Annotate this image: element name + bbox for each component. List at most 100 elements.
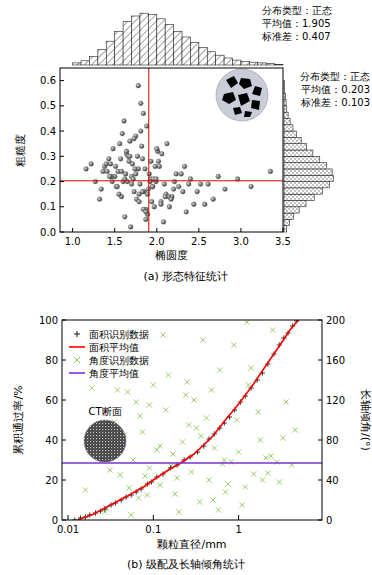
mean-line — [60, 180, 283, 181]
stats-text: 平均值：1.905 — [262, 18, 331, 29]
point — [191, 397, 196, 402]
point — [182, 164, 187, 169]
line — [78, 320, 298, 520]
legend-label: 角度平均值 — [89, 368, 139, 379]
axis-label: 颗粒直径/mm — [157, 538, 226, 551]
point — [240, 502, 245, 507]
hist-bar — [284, 118, 290, 124]
point — [124, 149, 129, 154]
tick-label: 3.0 — [233, 236, 249, 247]
point — [163, 194, 168, 199]
point — [206, 182, 211, 187]
point — [136, 495, 141, 500]
hist-bar — [266, 64, 274, 65]
hist-bar — [174, 31, 182, 65]
point — [145, 492, 150, 497]
hist-bar — [123, 22, 131, 65]
point — [151, 382, 156, 387]
hist-bar — [284, 150, 313, 156]
hist-bar — [284, 137, 301, 143]
hist-bar — [148, 15, 156, 65]
point — [204, 415, 209, 420]
point — [183, 392, 188, 397]
tick-label: 0.1 — [145, 524, 161, 535]
point — [154, 447, 159, 452]
tick-label: 100 — [39, 315, 58, 326]
tick-label: 200 — [326, 315, 345, 326]
tick-label: 1.0 — [65, 236, 81, 247]
point — [138, 101, 143, 106]
tick — [62, 320, 66, 321]
inset-label: CT断面 — [88, 406, 121, 417]
point — [212, 445, 217, 450]
point — [89, 385, 94, 390]
x-histogram — [73, 13, 283, 65]
hist-bar — [284, 100, 286, 106]
hist-bar — [284, 81, 286, 87]
particle — [244, 111, 252, 117]
point — [222, 457, 227, 462]
hist-bar — [284, 207, 299, 213]
particle — [238, 93, 250, 106]
point — [246, 382, 251, 387]
point — [120, 131, 125, 136]
legend: 面积识别数据面积平均值角度识别数据角度平均值 — [69, 329, 149, 379]
point — [147, 465, 152, 470]
point — [127, 154, 132, 159]
point — [176, 184, 181, 189]
hist-bar — [284, 125, 293, 131]
point — [223, 489, 228, 494]
point — [140, 189, 145, 194]
particle — [226, 76, 238, 88]
hist-bar — [284, 156, 320, 162]
hist-bar — [216, 55, 224, 65]
point — [268, 169, 273, 174]
tick — [283, 228, 284, 232]
hist-bar — [284, 213, 294, 219]
point — [197, 499, 202, 504]
tick-label: 0.6 — [40, 75, 56, 86]
point — [125, 389, 130, 394]
mean-line — [148, 68, 149, 232]
scatter-points — [60, 68, 283, 232]
point — [83, 487, 88, 492]
point — [153, 164, 158, 169]
point — [236, 449, 241, 454]
point — [115, 184, 120, 189]
point — [127, 139, 132, 144]
point — [99, 187, 104, 192]
point — [216, 507, 221, 512]
hist-bar — [249, 62, 257, 65]
point — [131, 457, 136, 462]
point — [166, 372, 171, 377]
point — [107, 467, 112, 472]
tick — [60, 156, 64, 157]
point — [115, 387, 120, 392]
point — [243, 484, 248, 489]
point — [104, 161, 109, 166]
hist-bar — [284, 226, 287, 232]
point — [186, 422, 191, 427]
tick-label: 80 — [45, 355, 58, 366]
point — [172, 179, 177, 184]
point — [159, 202, 164, 207]
point — [118, 156, 123, 161]
point — [138, 413, 143, 418]
legend-symbol — [74, 331, 80, 337]
tick-label: 80 — [326, 435, 339, 446]
plot-frame — [60, 68, 283, 232]
point — [140, 429, 145, 434]
hist-bar — [284, 163, 327, 169]
point — [251, 471, 256, 476]
point — [270, 327, 275, 332]
tick — [318, 480, 322, 481]
hist-bar — [106, 41, 114, 65]
hist-bar — [284, 144, 307, 150]
tick-label: 3.5 — [275, 236, 291, 247]
stats-text: 分布类型：正态 — [262, 5, 332, 16]
legend-label: 面积识别数据 — [89, 329, 149, 340]
point — [258, 437, 263, 442]
hist-bar — [190, 43, 198, 65]
point — [167, 204, 172, 209]
hist-bar — [284, 175, 334, 181]
